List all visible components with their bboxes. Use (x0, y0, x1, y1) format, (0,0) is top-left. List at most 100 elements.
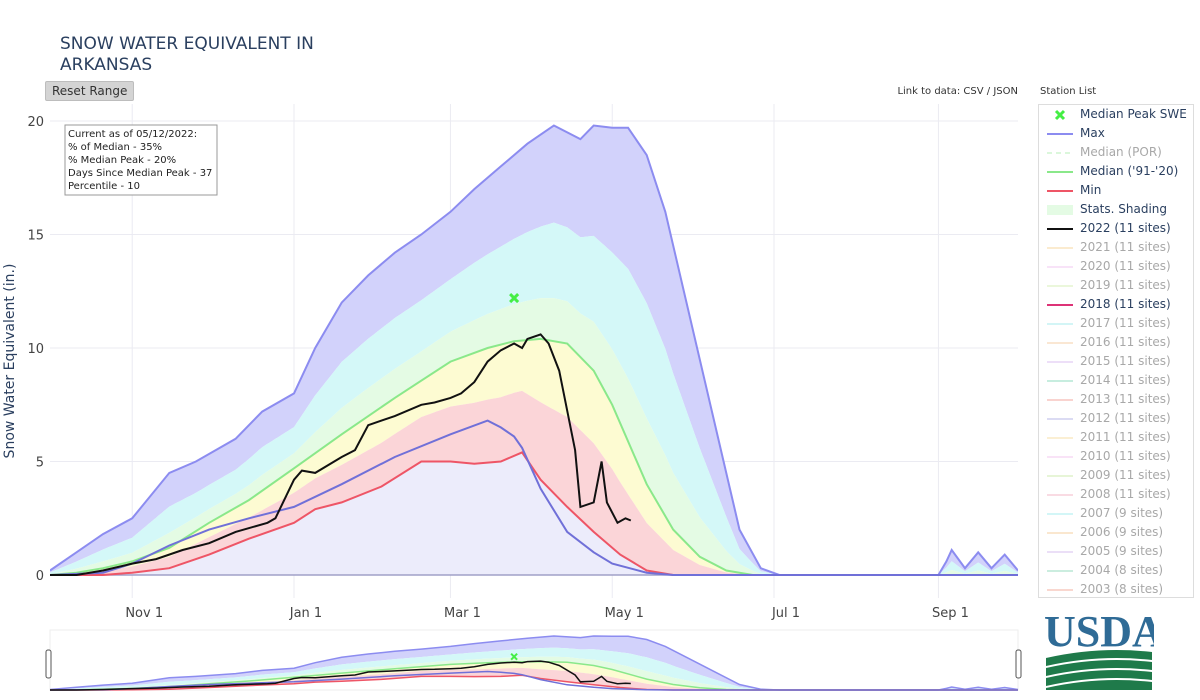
legend-item[interactable]: Max (1039, 124, 1193, 143)
series-median-line[interactable] (50, 337, 1018, 576)
legend-label: 2004 (8 sites) (1080, 563, 1164, 577)
legend-item[interactable]: 2004 (8 sites) (1039, 561, 1193, 580)
legend-symbol (1047, 266, 1073, 268)
chart-title: SNOW WATER EQUIVALENT IN ARKANSAS (60, 34, 314, 75)
legend-symbol (1047, 361, 1073, 363)
legend-item[interactable]: 2020 (11 sites) (1039, 257, 1193, 276)
y-tick-label: 10 (27, 342, 44, 357)
legend-label: 2011 (11 sites) (1080, 430, 1171, 444)
info-box-line: % of Median - 35% (68, 142, 162, 153)
legend-label: 2003 (8 sites) (1080, 582, 1164, 596)
legend-item[interactable]: 2014 (11 sites) (1039, 371, 1193, 390)
info-box-frame (64, 124, 218, 196)
series-max-line[interactable] (50, 124, 1018, 576)
legend-item[interactable]: 2019 (11 sites) (1039, 276, 1193, 295)
legend-label: 2013 (11 sites) (1080, 392, 1171, 406)
legend-label: 2021 (11 sites) (1080, 240, 1171, 254)
legend-item[interactable]: 2013 (11 sites) (1039, 390, 1193, 409)
median-peak-marker[interactable] (509, 292, 520, 304)
legend-item[interactable]: Median Peak SWE (1039, 105, 1193, 124)
legend-item[interactable]: 2005 (9 sites) (1039, 542, 1193, 561)
legend-symbol (1047, 437, 1073, 439)
legend-symbol (1047, 285, 1073, 287)
legend-label: 2020 (11 sites) (1080, 259, 1171, 273)
range-slider-band (50, 647, 1018, 690)
info-box-line: Current as of 05/12/2022: (68, 129, 197, 140)
legend-symbol (1047, 228, 1073, 230)
legend-symbol (1047, 551, 1073, 553)
legend-symbol (1047, 532, 1073, 534)
current-info-box: Current as of 05/12/2022: % of Median - 3… (64, 124, 218, 196)
range-slider-band (50, 636, 1018, 690)
legend-item[interactable]: 2018 (11 sites) (1039, 295, 1193, 314)
info-box-line: Percentile - 10 (68, 181, 140, 192)
legend-symbol (1047, 399, 1073, 401)
legend-label: 2014 (11 sites) (1080, 373, 1171, 387)
legend-item[interactable]: 2011 (11 sites) (1039, 428, 1193, 447)
range-slider-2022 (50, 660, 631, 691)
legend-symbol (1047, 494, 1073, 496)
legend-item[interactable]: 2009 (11 sites) (1039, 466, 1193, 485)
legend-symbol (1047, 418, 1073, 420)
usda-logo-text: USDA (1044, 610, 1154, 656)
legend-label: Max (1080, 126, 1105, 140)
legend-item[interactable]: Min (1039, 181, 1193, 200)
series-min-line[interactable] (50, 451, 1018, 576)
legend-symbol (1047, 475, 1073, 477)
info-box-line: Days Since Median Peak - 37 (68, 168, 212, 179)
reset-range-button[interactable]: Reset Range (45, 81, 135, 101)
legend-symbol (1047, 380, 1073, 382)
legend-item[interactable]: 2006 (9 sites) (1039, 523, 1193, 542)
x-tick-label: Jan 1 (289, 606, 322, 621)
range-slider[interactable] (45, 629, 1022, 691)
x-tick-label: Sep 1 (932, 606, 969, 621)
series-2018-line[interactable] (50, 419, 1018, 576)
legend-item[interactable]: Median ('91-'20) (1039, 162, 1193, 181)
legend-symbol (1054, 109, 1066, 121)
legend-symbol (1047, 570, 1073, 572)
band-50 (50, 338, 1018, 575)
legend-item[interactable]: Median (POR) (1039, 143, 1193, 162)
range-slider-max (49, 635, 1019, 691)
legend-item[interactable]: 2007 (9 sites) (1039, 504, 1193, 523)
x-tick-label: Jul 1 (771, 606, 800, 621)
range-slider-band (50, 667, 1018, 690)
band-30 (50, 390, 1018, 575)
chart-legend: Median Peak SWE Max Median (POR) Median ('9… (1038, 104, 1194, 598)
legend-label: 2009 (11 sites) (1080, 468, 1171, 482)
range-slider-right-handle[interactable] (1015, 649, 1022, 679)
legend-symbol (1047, 205, 1073, 215)
legend-label: Median ('91-'20) (1080, 164, 1179, 178)
legend-label: 2010 (11 sites) (1080, 449, 1171, 463)
station-list-link[interactable]: Station List (1040, 86, 1097, 97)
legend-item[interactable]: 2022 (11 sites) (1039, 219, 1193, 238)
csv-link[interactable]: CSV (963, 86, 984, 97)
legend-item[interactable]: 2003 (8 sites) (1039, 580, 1193, 597)
legend-symbol (1047, 589, 1073, 591)
legend-item[interactable]: 2012 (11 sites) (1039, 409, 1193, 428)
band-90 (50, 222, 1018, 575)
x-tick-label: Nov 1 (125, 606, 163, 621)
legend-item[interactable]: Stats. Shading (1039, 200, 1193, 219)
json-link[interactable]: JSON (993, 86, 1018, 97)
range-slider-band (50, 661, 1018, 690)
legend-label: Stats. Shading (1080, 202, 1168, 216)
usda-logo-stripe (1046, 650, 1152, 666)
legend-symbol (1047, 190, 1073, 192)
series-2022-line[interactable] (50, 333, 632, 576)
legend-item[interactable]: 2017 (11 sites) (1039, 314, 1193, 333)
stats-shading (50, 125, 1018, 575)
legend-item[interactable]: 2008 (11 sites) (1039, 485, 1193, 504)
legend-symbol (1047, 456, 1073, 458)
range-slider-band (50, 656, 1018, 690)
band-70 (50, 298, 1018, 575)
y-tick-label: 5 (36, 456, 44, 471)
legend-item[interactable]: 2010 (11 sites) (1039, 447, 1193, 466)
x-tick-label: Mar 1 (444, 606, 481, 621)
legend-item[interactable]: 2021 (11 sites) (1039, 238, 1193, 257)
legend-label: 2019 (11 sites) (1080, 278, 1171, 292)
legend-item[interactable]: 2015 (11 sites) (1039, 352, 1193, 371)
range-slider-left-handle[interactable] (45, 649, 52, 679)
legend-item[interactable]: 2016 (11 sites) (1039, 333, 1193, 352)
